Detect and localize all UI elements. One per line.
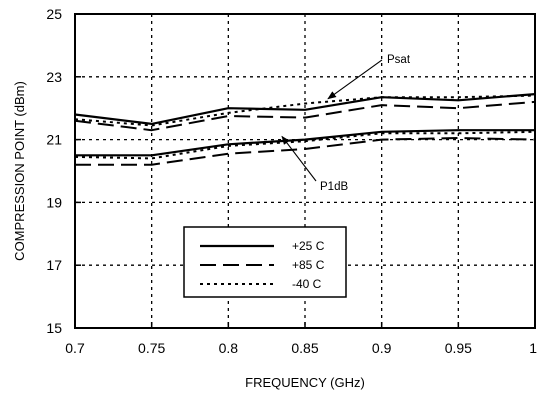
- x-tick-label: 0.75: [138, 340, 165, 356]
- series-line-psat-dotted: [74, 94, 536, 127]
- annotation-arrow: [327, 59, 383, 100]
- annotation-label: P1dB: [320, 181, 348, 193]
- x-tick-label: 0.8: [219, 340, 239, 356]
- x-axis-label: FREQUENCY (GHz): [245, 375, 365, 390]
- y-tick-label: 15: [46, 320, 62, 336]
- series-layer: [74, 93, 536, 166]
- series-line-psat-dashed: [74, 100, 536, 132]
- x-tick-label: 0.7: [65, 340, 85, 356]
- x-tick-label: 1: [529, 340, 537, 356]
- legend-box: [183, 226, 347, 298]
- x-tick-label: 0.85: [291, 340, 318, 356]
- y-tick-label: 23: [46, 69, 62, 85]
- y-axis-label: COMPRESSION POINT (dBm): [12, 81, 27, 261]
- y-tick-label: 25: [46, 6, 62, 22]
- tick-labels: 0.7 0.75 0.8 0.85 0.9 0.95 1 15 17 19 21 23 25: [46, 6, 537, 356]
- y-tick-label: 19: [46, 194, 62, 210]
- annotations: Psat P1dB: [281, 54, 411, 193]
- x-tick-label: 0.9: [372, 340, 392, 356]
- legend-label: -40 C: [292, 277, 322, 291]
- series-line-p1db-dotted: [74, 130, 536, 160]
- y-tick-label: 21: [46, 132, 62, 148]
- series-line-psat-solid: [74, 93, 536, 126]
- annotation-arrow: [281, 135, 317, 182]
- annotation-label: Psat: [387, 54, 411, 66]
- series-line-p1db-solid: [75, 129, 535, 157]
- y-tick-label: 17: [46, 257, 62, 273]
- legend-label: +85 C: [292, 258, 325, 272]
- ticks: [74, 13, 536, 329]
- x-tick-label: 0.95: [445, 340, 472, 356]
- series-line-p1db-dashed: [75, 137, 536, 166]
- legend: +25 C +85 C -40 C: [183, 226, 347, 298]
- legend-label: +25 C: [292, 239, 325, 253]
